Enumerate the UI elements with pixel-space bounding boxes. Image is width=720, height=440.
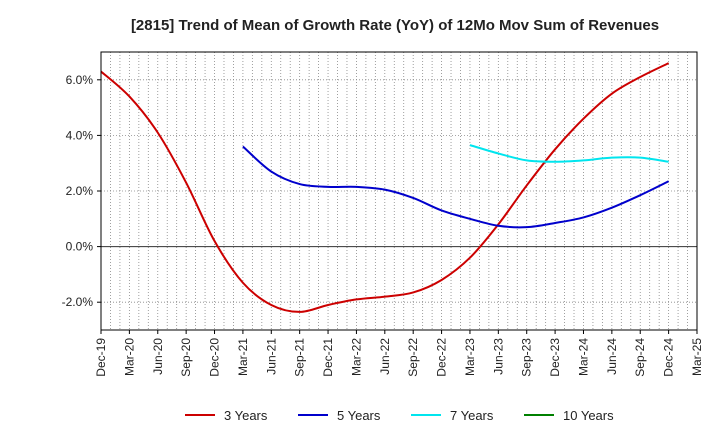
y-axis: -2.0% 0.0% 2.0% 4.0% 6.0% xyxy=(62,73,101,309)
series-line-7-years xyxy=(469,144,669,163)
chart-title: [2815] Trend of Mean of Growth Rate (YoY… xyxy=(131,17,659,34)
x-tick-label: Mar-21 xyxy=(236,338,250,376)
x-tick-label: Mar-24 xyxy=(576,338,590,376)
x-tick-label: Jun-20 xyxy=(151,338,165,375)
y-tick-label: 2.0% xyxy=(66,184,94,198)
legend: 3 Years 5 Years 7 Years 10 Years xyxy=(185,408,614,423)
x-tick-label: Dec-22 xyxy=(435,338,449,377)
x-tick-label: Dec-19 xyxy=(94,338,108,377)
x-tick-label: Sep-23 xyxy=(520,338,534,377)
x-tick-label: Mar-20 xyxy=(122,338,136,376)
legend-label: 5 Years xyxy=(337,408,381,423)
x-tick-label: Dec-21 xyxy=(321,338,335,377)
x-tick-label: Mar-25 xyxy=(690,338,704,376)
x-tick-label: Dec-20 xyxy=(208,338,222,377)
x-tick-label: Jun-23 xyxy=(491,338,505,375)
x-tick-label: Jun-24 xyxy=(605,338,619,375)
y-tick-label: -2.0% xyxy=(62,295,94,309)
plot-frame xyxy=(100,51,698,331)
x-tick-label: Jun-21 xyxy=(264,338,278,375)
legend-label: 10 Years xyxy=(563,408,614,423)
x-tick-label: Sep-22 xyxy=(406,338,420,377)
legend-label: 3 Years xyxy=(224,408,268,423)
series-line-5-years xyxy=(242,145,670,229)
y-tick-label: 0.0% xyxy=(66,240,94,254)
x-tick-label: Sep-21 xyxy=(293,338,307,377)
series-line-3-years xyxy=(100,62,670,313)
series-lines xyxy=(100,62,670,313)
legend-label: 7 Years xyxy=(450,408,494,423)
y-tick-label: 4.0% xyxy=(66,128,94,142)
x-tick-label: Jun-22 xyxy=(378,338,392,375)
x-tick-label: Mar-22 xyxy=(349,338,363,376)
x-axis: Dec-19 Mar-20 Jun-20 Sep-20 Dec-20 Mar-21 Jun-… xyxy=(94,330,704,377)
x-tick-label: Mar-23 xyxy=(463,338,477,376)
x-tick-label: Dec-23 xyxy=(548,338,562,377)
x-tick-label: Sep-24 xyxy=(633,338,647,377)
x-tick-label: Dec-24 xyxy=(662,338,676,377)
y-tick-label: 6.0% xyxy=(66,73,94,87)
x-tick-label: Sep-20 xyxy=(179,338,193,377)
